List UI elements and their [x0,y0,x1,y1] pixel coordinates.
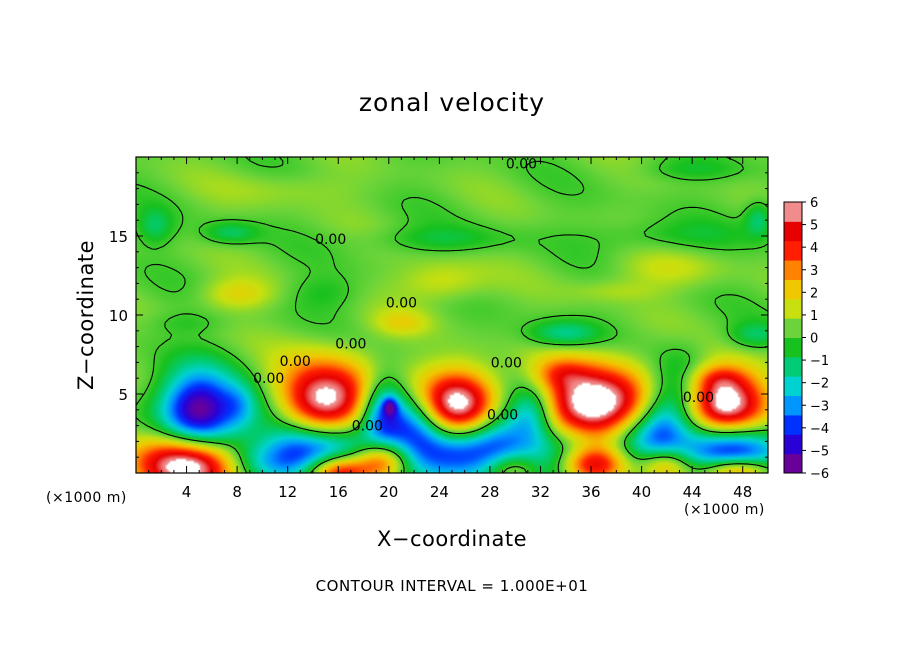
colorbar-tick-label: −5 [810,444,829,459]
colorbar: 6 5 4 3 2 1 0 −1 −2 −3 −4 −5 −6 [783,196,829,482]
colorbar-tick-label: −2 [810,377,829,392]
x-tick-label: 32 [531,483,550,501]
x-tick-label: 40 [632,483,651,501]
x-tick-label: 8 [232,483,242,501]
colorbar-tick-label: −1 [810,354,829,369]
z-unit-label: (×1000 m) [46,490,127,506]
y-tick-label: 5 [118,386,128,404]
x-axis-label: X−coordinate [377,527,527,551]
contour-interval-note: CONTOUR INTERVAL = 1.000E+01 [315,577,589,595]
y-tick-label: 15 [109,228,128,246]
colorbar-tick-label: −6 [810,467,829,482]
y-axis-label: Z−coordinate [74,240,98,390]
colorbar-tick-label: 2 [810,286,818,301]
colorbar-swatch [784,279,802,300]
velocity-field [136,157,768,473]
x-tick-label: 44 [683,483,702,501]
colorbar-tick-label: 1 [810,309,818,324]
plot-area: 0.000.000.000.000.000.000.000.000.000.00 [135,156,769,474]
y-tick-label: 10 [109,307,128,325]
colorbar-tick-label: 3 [810,264,818,279]
contour-label: 0.00 [487,408,518,424]
x-axis-ticks: 4 8 12 16 20 24 28 32 36 40 44 48 [148,157,756,501]
contour-label: 0.00 [683,390,714,406]
contour-label: 0.00 [253,371,284,387]
colorbar-swatch [784,298,802,319]
contour-label: 0.00 [335,336,366,352]
colorbar-swatch [784,356,802,377]
colorbar-tick-label: 4 [810,241,818,256]
x-tick-label: 48 [733,483,752,501]
x-tick-label: 20 [379,483,398,501]
colorbar-swatch [784,434,802,455]
colorbar-swatch [784,376,802,397]
colorbar-swatch [784,202,802,222]
x-tick-label: 16 [329,483,348,501]
x-tick-label: 12 [278,483,297,501]
colorbar-tick-label: 0 [810,332,818,347]
contour-label: 0.00 [506,156,537,172]
colorbar-swatch [784,453,802,474]
colorbar-swatch [784,260,802,280]
colorbar-tick-label: 5 [810,219,818,234]
contour-labels: 0.000.000.000.000.000.000.000.000.000.00 [253,156,714,434]
x-tick-label: 4 [182,483,192,501]
colorbar-tick-label: −4 [810,422,829,437]
colorbar-swatch [784,395,802,416]
contour-label: 0.00 [491,355,522,371]
x-tick-label: 36 [581,483,600,501]
contour-label: 0.00 [386,295,417,311]
colorbar-swatch [784,414,802,435]
colorbar-tick-label: 6 [810,196,818,211]
y-axis-ticks: 5 10 15 [109,172,768,458]
contour-label: 0.00 [352,419,383,435]
colorbar-tick-label: −3 [810,399,829,414]
x-tick-label: 28 [480,483,499,501]
contour-label: 0.00 [280,354,311,370]
chart-title: zonal velocity [358,88,546,117]
colorbar-swatch [784,318,802,338]
contour-label: 0.00 [315,232,346,248]
colorbar-swatch [784,337,802,358]
x-unit-label: (×1000 m) [684,502,765,518]
x-tick-label: 24 [430,483,449,501]
colorbar-swatch [784,240,802,261]
colorbar-swatch [784,221,802,242]
